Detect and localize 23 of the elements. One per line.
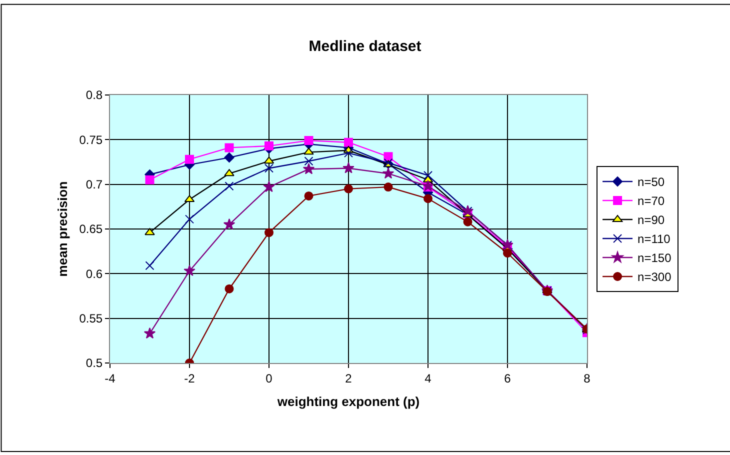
y-tick-label: 0.6 [86, 266, 103, 281]
y-tick-label: 0.7 [86, 178, 103, 192]
y-tick-label: 0.75 [79, 132, 103, 147]
x-tick-label: 0 [266, 371, 273, 386]
x-tick-label: -2 [184, 371, 196, 386]
x-tick-label: 2 [345, 371, 352, 386]
legend-label: n=50 [638, 175, 665, 190]
legend-label: n=150 [638, 251, 672, 266]
y-tick-label: 0.65 [79, 222, 103, 236]
y-tick-label: 0.55 [79, 312, 103, 326]
legend-label: n=300 [638, 270, 672, 284]
y-axis-title: mean precision [55, 181, 70, 277]
chart-title: Medline dataset [308, 38, 422, 55]
x-tick-label: 6 [504, 371, 512, 386]
legend-label: n=110 [638, 232, 671, 246]
x-axis-title: weighting exponent (p) [276, 394, 420, 409]
x-tick-label: -4 [104, 371, 116, 386]
legend-label: n=70 [638, 194, 665, 208]
legend-label: n=90 [638, 213, 665, 228]
x-tick-label: 8 [584, 371, 591, 386]
y-tick-label: 0.8 [86, 88, 103, 102]
y-tick-label: 0.5 [86, 356, 103, 370]
x-tick-label: 4 [424, 371, 432, 386]
